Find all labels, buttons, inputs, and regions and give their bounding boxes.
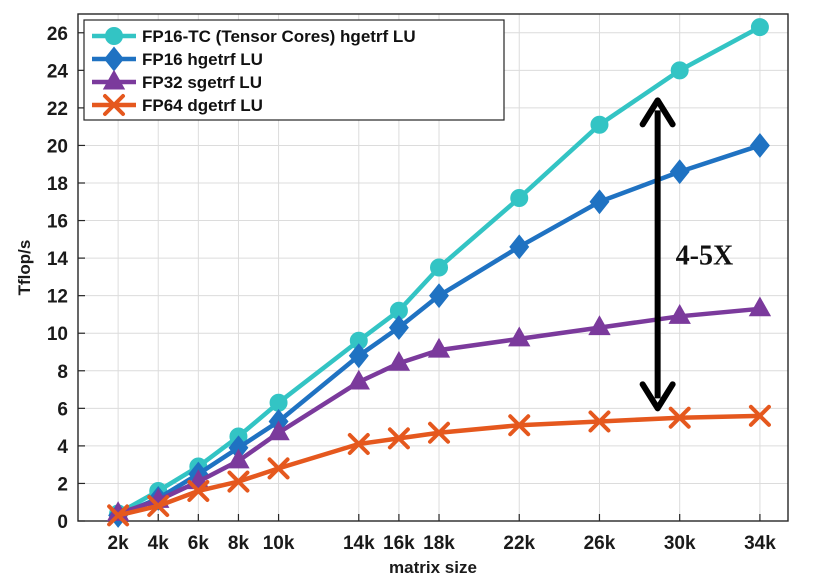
data-point xyxy=(348,343,369,369)
legend: FP16-TC (Tensor Cores) hgetrf LU FP16 hge… xyxy=(83,19,505,121)
y-tick-label: 24 xyxy=(47,61,69,82)
data-point xyxy=(269,393,288,412)
y-tick-label: 6 xyxy=(57,399,68,420)
y-tick-label: 26 xyxy=(47,24,68,45)
y-tick-label: 12 xyxy=(47,287,68,308)
data-point xyxy=(748,296,772,317)
data-point xyxy=(267,420,290,441)
data-point xyxy=(508,326,531,347)
y-tick-label: 10 xyxy=(47,324,68,345)
data-point xyxy=(227,448,250,469)
y-tick-label: 18 xyxy=(47,174,68,195)
series-group xyxy=(106,18,772,528)
y-tick-label: 14 xyxy=(47,249,69,270)
data-point xyxy=(387,427,410,450)
data-point xyxy=(387,350,411,371)
annotation-label: 4-5X xyxy=(676,240,734,271)
data-point xyxy=(669,159,690,185)
series-4 xyxy=(107,404,771,527)
x-tick-label: 26k xyxy=(584,533,616,554)
y-tick-label: 4 xyxy=(57,437,68,458)
data-point xyxy=(748,404,771,427)
legend-label: FP64 dgetrf LU xyxy=(142,96,263,115)
plot-area-frame xyxy=(77,13,789,522)
y-tick-label: 2 xyxy=(57,474,68,495)
data-point xyxy=(749,132,770,158)
data-point xyxy=(187,479,210,502)
data-point xyxy=(347,369,370,390)
legend-marker xyxy=(102,69,126,90)
y-tick-label: 8 xyxy=(57,362,68,383)
data-point xyxy=(589,189,610,215)
legend-label: FP16-TC (Tensor Cores) hgetrf LU xyxy=(142,27,416,46)
legend-item: FP32 sgetrf LU xyxy=(92,69,262,92)
data-point xyxy=(427,337,451,358)
x-tick-label: 14k xyxy=(343,533,375,554)
annotation-arrowhead-up xyxy=(639,97,676,128)
data-point xyxy=(430,258,449,277)
data-point xyxy=(429,283,449,309)
x-tick-label: 34k xyxy=(744,533,776,554)
legend-label: FP16 hgetrf LU xyxy=(142,50,263,69)
data-point xyxy=(750,18,769,37)
data-point xyxy=(588,315,611,336)
data-point xyxy=(670,61,689,80)
legend-item: FP16-TC (Tensor Cores) hgetrf LU xyxy=(92,27,416,46)
legend-marker xyxy=(105,27,123,45)
data-point xyxy=(227,470,250,493)
y-axis-title: Tflop/s xyxy=(15,240,34,296)
x-tick-label: 4k xyxy=(148,533,170,554)
data-point xyxy=(347,433,370,456)
data-point xyxy=(668,406,691,429)
series-line xyxy=(117,413,760,518)
x-tick-label: 30k xyxy=(664,533,696,554)
data-point xyxy=(388,315,409,341)
data-point xyxy=(510,189,529,208)
data-point xyxy=(107,504,130,527)
y-tick-label: 0 xyxy=(57,512,68,533)
y-tick-label: 20 xyxy=(47,136,68,157)
x-tick-label: 8k xyxy=(228,533,250,554)
x-tick-label: 16k xyxy=(383,533,415,554)
data-point xyxy=(588,410,611,433)
legend-item: FP16 hgetrf LU xyxy=(92,46,263,72)
annotation-arrowhead-down xyxy=(639,381,676,412)
data-point xyxy=(428,421,451,444)
x-tick-label: 18k xyxy=(423,533,455,554)
legend-marker xyxy=(103,94,125,116)
y-tick-label: 22 xyxy=(47,99,68,120)
data-point xyxy=(267,457,290,480)
legend-item: FP64 dgetrf LU xyxy=(92,94,263,116)
x-tick-label: 10k xyxy=(263,533,295,554)
x-axis: 2k 4k 6k 8k 10k 14k 16k 18k 22k 26k 30k 34k xyxy=(108,514,776,554)
annotation-group: 4-5X xyxy=(639,97,734,412)
data-point xyxy=(147,494,170,517)
data-point xyxy=(590,115,609,134)
x-tick-label: 6k xyxy=(188,533,210,554)
y-tick-label: 16 xyxy=(47,212,68,233)
x-tick-label: 2k xyxy=(108,533,130,554)
legend-box xyxy=(83,19,505,121)
data-point xyxy=(508,414,531,437)
legend-label: FP32 sgetrf LU xyxy=(142,73,262,92)
x-tick-label: 22k xyxy=(503,533,535,554)
data-point xyxy=(509,234,530,260)
data-point xyxy=(668,303,691,324)
x-axis-title: matrix size xyxy=(389,558,477,577)
